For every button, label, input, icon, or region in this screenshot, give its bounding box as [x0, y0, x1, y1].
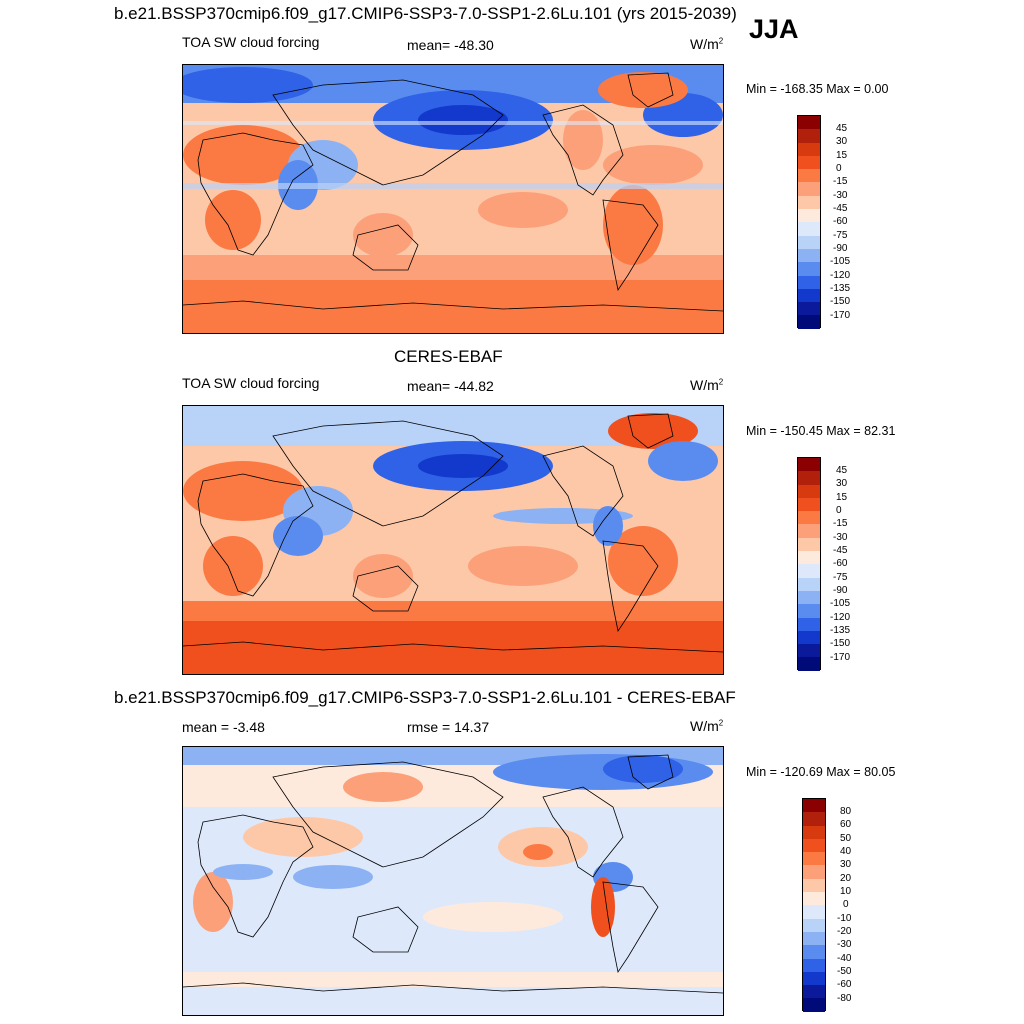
colorbar-tick-label: 30 [840, 859, 852, 870]
colorbar-tick-label: -135 [830, 283, 851, 294]
colorbar-tick-label: 60 [840, 819, 852, 830]
panel-3-heading: b.e21.BSSP370cmip6.f09_g17.CMIP6-SSP3-7.… [114, 688, 736, 707]
colorbar-tick-label: -170 [830, 310, 851, 321]
colorbar-tick-label: -120 [830, 612, 851, 623]
panel-2-variable-label: TOA SW cloud forcing [182, 375, 320, 391]
colorbar-tick-label: 40 [840, 846, 852, 857]
colorbar-tick-label: 15 [836, 492, 848, 503]
colorbar-tick-label: 20 [840, 873, 852, 884]
colorbar-tick-label: 45 [836, 123, 848, 134]
colorbar-tick-label: -30 [833, 190, 848, 201]
panel-1-minmax: Min = -168.35 Max = 0.00 [746, 82, 889, 96]
colorbar-tick-label: 45 [836, 465, 848, 476]
colorbar-tick-label: 30 [836, 136, 848, 147]
colorbar-tick-label: 10 [840, 886, 852, 897]
colorbar-tick-label: -135 [830, 625, 851, 636]
colorbar-tick-label: -45 [833, 203, 848, 214]
colorbar-tick-label: -40 [837, 953, 852, 964]
colorbar-tick-label: 80 [840, 806, 852, 817]
colorbar-tick-label: -20 [837, 926, 852, 937]
colorbar-tick-label: -10 [837, 913, 852, 924]
colorbar-tick-label: -15 [833, 518, 848, 529]
season-label: JJA [749, 14, 799, 44]
colorbar-tick-label: -50 [837, 966, 852, 977]
panel-3-mean-label: mean = -3.48 [182, 719, 265, 735]
colorbar-tick-label: -105 [830, 256, 851, 267]
panel-1-variable-label: TOA SW cloud forcing [182, 34, 320, 50]
colorbar-tick-label: -45 [833, 545, 848, 556]
panel-3-units: W/m2 [690, 718, 724, 734]
panel-2-minmax: Min = -150.45 Max = 82.31 [746, 424, 896, 438]
colorbar-tick-label: -60 [833, 558, 848, 569]
colorbar-tick-label: -105 [830, 598, 851, 609]
colorbar-tick-label: -75 [833, 572, 848, 583]
colorbar-tick-label: 0 [843, 899, 849, 910]
colorbar-tick-label: -30 [833, 532, 848, 543]
panel-2-map [182, 405, 724, 675]
colorbar-tick-label: 0 [836, 163, 842, 174]
panel-1-colorbar [797, 115, 821, 329]
colorbar-tick-label: -30 [837, 939, 852, 950]
colorbar-tick-label: -170 [830, 652, 851, 663]
colorbar-tick-label: -150 [830, 296, 851, 307]
colorbar-tick-label: 30 [836, 478, 848, 489]
colorbar-tick-label: -60 [833, 216, 848, 227]
colorbar-tick-label: -90 [833, 243, 848, 254]
panel-1-map [182, 64, 724, 334]
panel-1-mean-label: mean= -48.30 [407, 37, 494, 53]
panel-3-rmse-label: rmse = 14.37 [407, 719, 490, 735]
panel-3-map [182, 746, 724, 1016]
colorbar-tick-label: -60 [837, 979, 852, 990]
colorbar-tick-label: 50 [840, 833, 852, 844]
panel-2-heading: CERES-EBAF [394, 347, 503, 366]
panel-1-units: W/m2 [690, 36, 724, 52]
colorbar-tick-label: -15 [833, 176, 848, 187]
colorbar-tick-label: -80 [837, 993, 852, 1004]
panel-2-mean-label: mean= -44.82 [407, 378, 494, 394]
colorbar-tick-label: -90 [833, 585, 848, 596]
colorbar-tick-label: 0 [836, 505, 842, 516]
panel-2-units: W/m2 [690, 377, 724, 393]
colorbar-tick-label: 15 [836, 150, 848, 161]
panel-2-colorbar [797, 457, 821, 671]
colorbar-tick-label: -120 [830, 270, 851, 281]
colorbar-tick-label: -150 [830, 638, 851, 649]
panel-3-colorbar [802, 798, 826, 1012]
colorbar-tick-label: -75 [833, 230, 848, 241]
figure-title: b.e21.BSSP370cmip6.f09_g17.CMIP6-SSP3-7.… [114, 4, 737, 23]
panel-3-minmax: Min = -120.69 Max = 80.05 [746, 765, 896, 779]
